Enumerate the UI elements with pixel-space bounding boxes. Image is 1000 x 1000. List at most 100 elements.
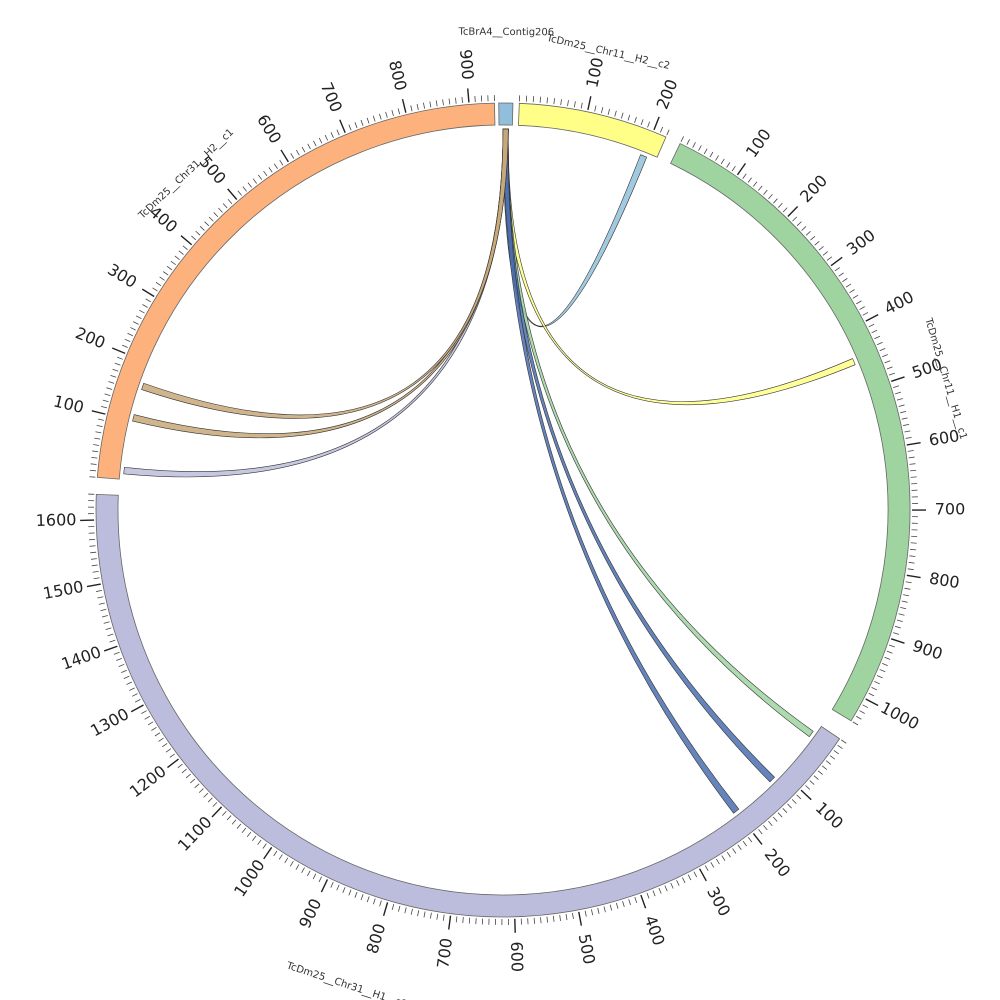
minor-tick [792, 216, 798, 222]
minor-tick [871, 329, 878, 334]
minor-tick [622, 901, 625, 907]
segment-name-chr31h1: TcDm25__Chr31__H1__c1 [284, 960, 408, 1000]
minor-tick [814, 241, 820, 246]
minor-tick [203, 792, 209, 798]
major-tick [906, 441, 921, 446]
minor-tick [93, 444, 100, 446]
minor-tick [763, 189, 768, 195]
minor-tick [540, 917, 542, 924]
minor-tick [810, 235, 816, 241]
major-tick [653, 116, 660, 131]
minor-tick [874, 335, 881, 340]
minor-tick [634, 897, 638, 903]
minor-tick [567, 100, 569, 107]
major-tick [752, 832, 763, 845]
minor-tick [379, 900, 382, 907]
major-tick [865, 698, 879, 707]
minor-tick [98, 418, 105, 421]
minor-tick [905, 581, 912, 584]
minor-tick [273, 163, 278, 169]
minor-tick [169, 753, 175, 758]
minor-tick [257, 174, 263, 180]
tick-label-chr31h2: 800 [385, 58, 411, 92]
minor-tick [737, 844, 742, 850]
minor-tick [127, 332, 134, 337]
tick-label-chr11h1: 800 [928, 569, 961, 593]
minor-tick [318, 137, 323, 144]
minor-tick [159, 276, 165, 281]
minor-tick [845, 283, 852, 288]
major-tick [111, 347, 126, 355]
minor-tick [910, 548, 917, 551]
minor-tick [90, 551, 97, 554]
minor-tick [900, 606, 907, 610]
segment-chr31h1 [95, 493, 841, 918]
minor-tick [307, 870, 311, 877]
minor-tick [859, 306, 865, 310]
minor-tick [801, 226, 807, 231]
minor-tick [301, 146, 306, 153]
tick-label-chr11h1: 1000 [877, 698, 922, 734]
minor-tick [908, 561, 915, 564]
minor-tick [904, 587, 911, 590]
link-ribbon-chr31h1 [502, 128, 776, 783]
minor-tick [177, 763, 183, 769]
minor-tick [796, 221, 802, 227]
minor-tick [546, 916, 548, 923]
major-tick [890, 638, 905, 644]
minor-tick [301, 867, 305, 874]
minor-tick [90, 558, 97, 560]
minor-tick [373, 898, 376, 905]
minor-tick [552, 915, 555, 922]
minor-tick [898, 613, 905, 616]
minor-tick [95, 431, 102, 434]
minor-tick [379, 113, 382, 120]
minor-tick [704, 865, 709, 871]
minor-tick [103, 621, 110, 624]
tick-label-chr31h2: 200 [73, 323, 108, 352]
minor-tick [112, 368, 119, 372]
minor-tick [594, 105, 597, 112]
segment-name-contig206: TcBrA4__Contig206 [457, 27, 554, 39]
link-ribbon-chr11h1 [502, 128, 856, 406]
minor-tick [348, 124, 352, 131]
tick-label-chr31h2: 700 [317, 79, 346, 115]
minor-tick [90, 463, 97, 465]
minor-tick [747, 837, 753, 843]
minor-tick [813, 775, 819, 780]
minor-tick [324, 134, 329, 141]
minor-tick [312, 873, 317, 880]
minor-tick [122, 344, 128, 348]
minor-tick [154, 732, 161, 737]
minor-tick [182, 245, 188, 250]
minor-tick [242, 186, 247, 192]
minor-tick [366, 896, 370, 903]
minor-tick [139, 309, 145, 314]
minor-tick [709, 151, 714, 158]
minor-tick [572, 912, 574, 920]
minor-tick [279, 159, 284, 166]
minor-tick [198, 788, 204, 793]
minor-tick [841, 739, 847, 744]
minor-tick [133, 321, 139, 325]
tick-label-chr11h2: 200 [653, 77, 682, 112]
minor-tick [565, 914, 568, 921]
tick-label-chr31h1: 1400 [59, 642, 104, 673]
minor-tick [597, 907, 600, 914]
minor-tick [108, 381, 115, 384]
minor-tick [742, 840, 747, 847]
minor-tick [833, 750, 839, 755]
major-tick [211, 806, 223, 818]
minor-tick [763, 825, 768, 831]
minor-tick [742, 173, 747, 179]
minor-tick [680, 136, 684, 142]
minor-tick [895, 391, 902, 395]
tick-label-chr11h1: 600 [928, 426, 961, 450]
minor-tick [646, 892, 650, 899]
tick-label-chr31h1: 700 [433, 937, 456, 970]
minor-tick [903, 423, 910, 426]
minor-tick [330, 132, 334, 138]
minor-tick [884, 360, 891, 364]
minor-tick [91, 456, 98, 459]
major-tick [787, 205, 799, 218]
